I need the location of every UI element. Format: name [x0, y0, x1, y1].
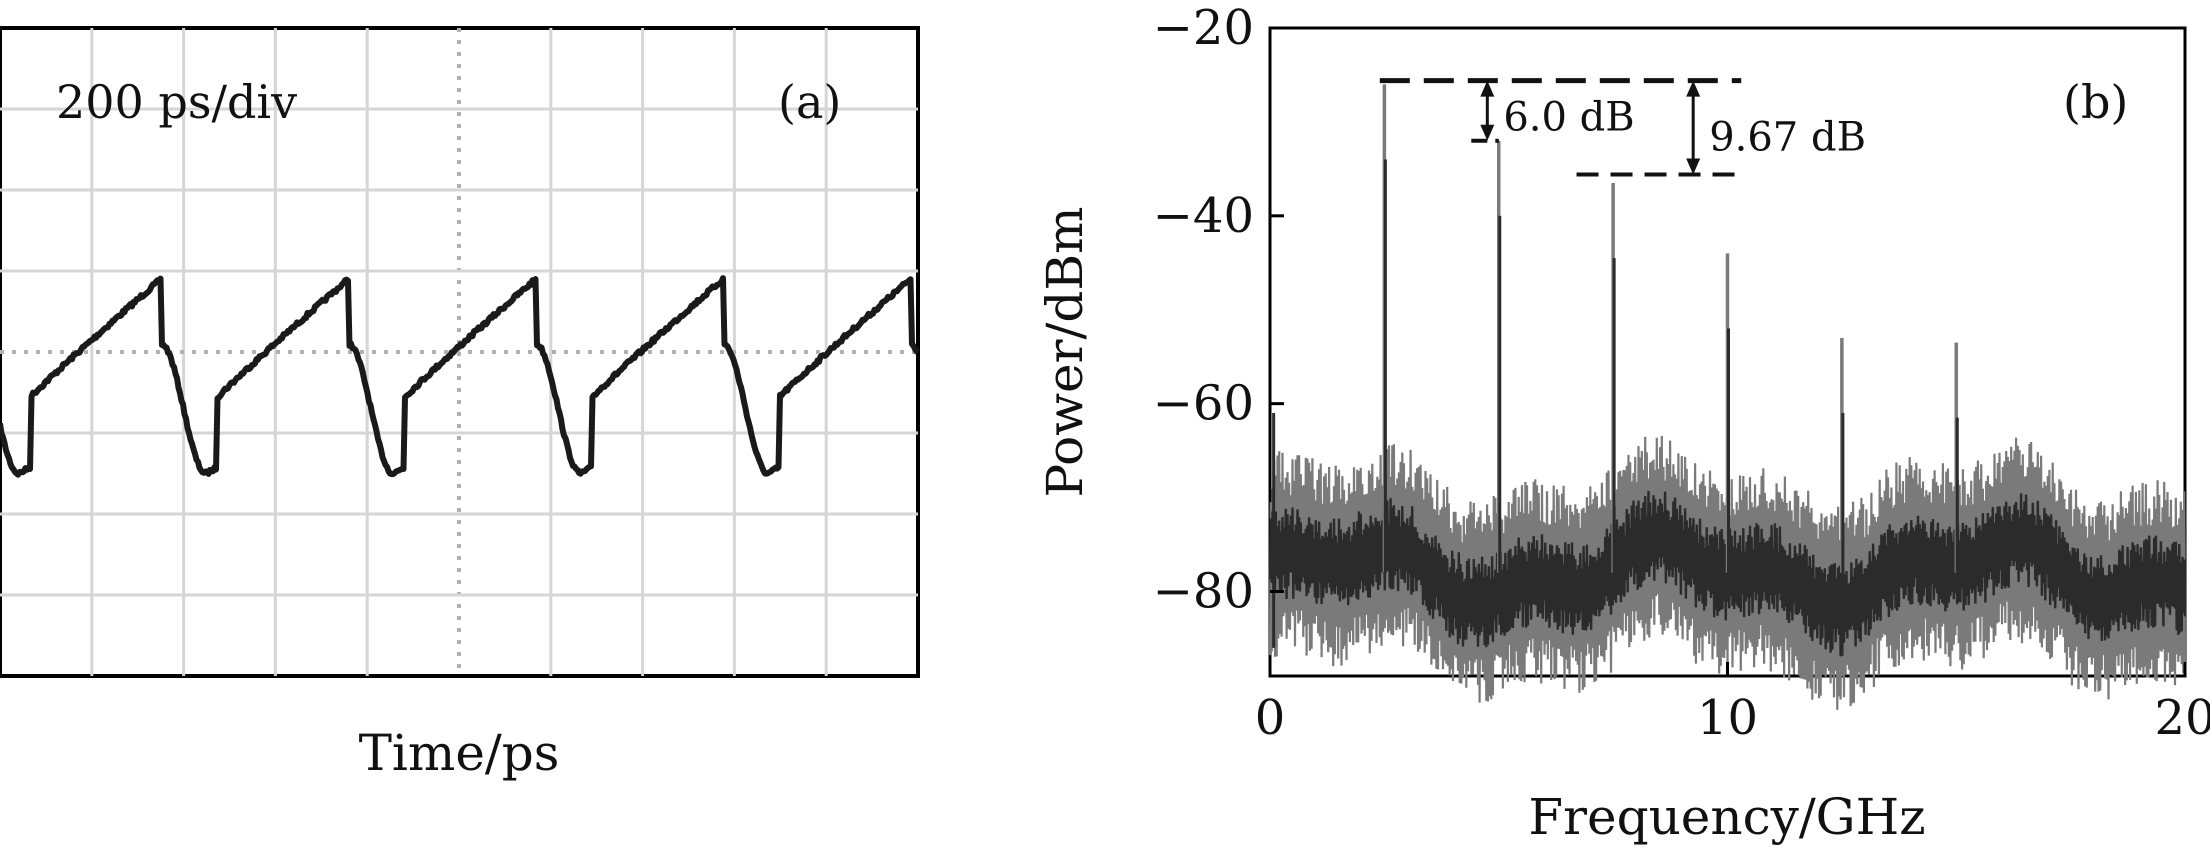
panel-b-spectrum [1268, 84, 2187, 710]
panel-b-ylabel: Power/dBm [1036, 206, 1094, 497]
panel-b-xlabel: Frequency/GHz [1528, 788, 1925, 846]
arrow-967db-head-up [1686, 80, 1701, 97]
annotation-6db: 6.0 dB [1503, 95, 1634, 141]
panel-a-waveform [0, 275, 920, 478]
panel-a-label: (a) [778, 75, 841, 129]
annotation-967db: 9.67 dB [1709, 115, 1866, 161]
panel-b: 0 10 20 −20 −40 −60 −80 6.0 dB 9.67 dB (b) Freq… [1036, 0, 2210, 846]
y-tick-label: −80 [1153, 563, 1254, 619]
panel-b-annotations: 6.0 dB 9.67 dB [1379, 78, 1866, 177]
arrow-967db-head-down [1686, 158, 1701, 175]
x-tick-label: 0 [1255, 690, 1286, 746]
panel-b-ticks: 0 10 20 −20 −40 −60 −80 [1153, 0, 2210, 746]
arrow-6db-head-up [1480, 80, 1495, 97]
y-tick-label: −40 [1153, 188, 1254, 244]
panel-a-xlabel: Time/ps [359, 724, 560, 782]
x-tick-label: 20 [2154, 690, 2210, 746]
panel-a: 200 ps/div (a) Time/ps [0, 26, 920, 782]
y-tick-label: −20 [1153, 0, 1254, 56]
arrow-6db-head-down [1480, 124, 1495, 141]
noise-trace-dark [1268, 490, 2187, 657]
y-tick-label: −60 [1153, 376, 1254, 432]
panel-b-label: (b) [2063, 75, 2128, 129]
x-tick-label: 10 [1697, 690, 1758, 746]
panel-a-annotation: 200 ps/div [56, 75, 297, 129]
